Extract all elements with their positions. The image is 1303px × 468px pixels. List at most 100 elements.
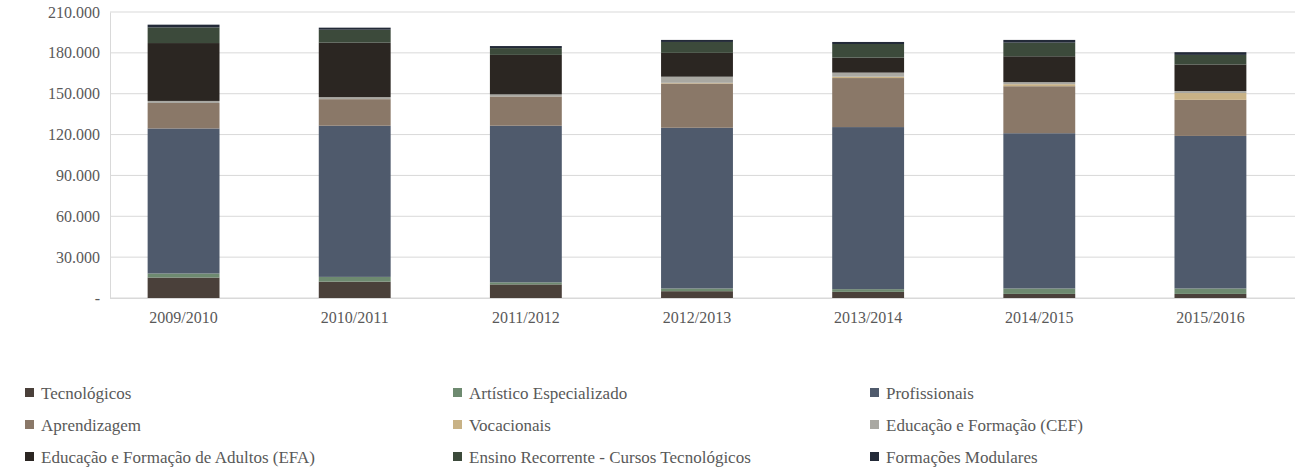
legend-item: Tecnológicos (25, 384, 131, 403)
x-axis: 2009/2010 2010/2011 2011/2012 2012/2013 2013… (110, 298, 1295, 326)
bar-segment (490, 126, 562, 283)
bar-segment (661, 42, 733, 53)
legend-swatch (453, 388, 462, 397)
legend-item: Vocacionais (453, 416, 551, 435)
bar-segment (832, 127, 904, 289)
bar-segment (832, 77, 904, 78)
bar-segment (1003, 133, 1075, 288)
bar-segment (661, 84, 733, 128)
bar-segment (832, 78, 904, 127)
legend-item: Profissionais (870, 384, 974, 403)
legend-item: Artístico Especializado (453, 384, 627, 403)
y-tick: 210.000 (48, 4, 110, 21)
bar-segment (1003, 288, 1075, 293)
legend-item: Ensino Recorrente - Cursos Tecnológicos (453, 448, 751, 467)
y-tick-label: 150.000 (48, 85, 100, 102)
legend-swatch (25, 388, 34, 397)
y-tick: 150.000 (48, 85, 110, 102)
bar-segment (319, 43, 391, 97)
bar-segment (1003, 82, 1075, 84)
bar-segment (1003, 43, 1075, 57)
legend-item: Formações Modulares (870, 448, 1038, 467)
bar-segment (148, 103, 220, 128)
legend-swatch (870, 388, 879, 397)
y-tick: 90.000 (56, 167, 110, 184)
bar-segment (1174, 64, 1246, 91)
bar-segment (148, 128, 220, 273)
y-tick-label: 210.000 (48, 4, 100, 21)
x-tick-label: 2012/2013 (663, 309, 731, 326)
bar-segment (1003, 56, 1075, 82)
bar-segment (1174, 93, 1246, 100)
legend-label: Formações Modulares (886, 448, 1038, 467)
legend-label: Vocacionais (469, 416, 551, 435)
bar-segment (1174, 91, 1246, 93)
x-tick: 2011/2012 (492, 298, 560, 326)
bar-segment (661, 128, 733, 289)
bar-segment (832, 289, 904, 292)
legend-item: Aprendizagem (25, 416, 141, 435)
legend-label: Educação e Formação de Adultos (EFA) (41, 448, 315, 467)
bar-segment (1174, 52, 1246, 55)
bar-segment (319, 97, 391, 99)
y-tick: 120.000 (48, 126, 110, 143)
y-axis: - 30.000 60.000 90.000 120.000 150.000 180.000… (48, 4, 111, 307)
legend-label: Aprendizagem (41, 416, 141, 435)
bar-segment (1003, 40, 1075, 43)
x-tick-label: 2011/2012 (492, 309, 560, 326)
legend-label: Tecnológicos (41, 384, 131, 403)
bar-segment (1003, 294, 1075, 298)
y-axis-line (110, 13, 111, 299)
x-tick-label: 2015/2016 (1176, 309, 1244, 326)
legend-item: Educação e Formação (CEF) (870, 416, 1083, 435)
y-tick-label: - (95, 290, 100, 307)
x-axis-line (110, 298, 1295, 299)
y-tick-label: 120.000 (48, 126, 100, 143)
y-tick: - (95, 290, 110, 307)
legend-swatch (453, 452, 462, 461)
y-tick: 180.000 (48, 44, 110, 61)
bar-segment (1174, 55, 1246, 65)
bar-segment (661, 40, 733, 42)
bar-segment (148, 278, 220, 298)
grid-line (110, 12, 1295, 13)
legend-swatch (870, 452, 879, 461)
bar-segment (490, 96, 562, 125)
bar-segment (832, 58, 904, 73)
bar-segment (148, 27, 220, 43)
bar-segment (148, 101, 220, 103)
y-tick-label: 60.000 (56, 208, 100, 225)
bar-segment (832, 292, 904, 298)
bar-segment (490, 282, 562, 284)
bar-segment (319, 99, 391, 126)
bar-segment (661, 77, 733, 83)
legend-label: Educação e Formação (CEF) (886, 416, 1083, 435)
bar-segment (319, 126, 391, 277)
x-tick-label: 2010/2011 (321, 309, 389, 326)
legend-label: Profissionais (886, 384, 974, 403)
bar-segment (1174, 136, 1246, 289)
grid (110, 12, 1295, 298)
bar-segment (1003, 84, 1075, 86)
bar-segment (490, 48, 562, 55)
bar-segment (832, 44, 904, 58)
bar-segment (661, 53, 733, 77)
x-tick-label: 2013/2014 (834, 309, 902, 326)
bar-segment (832, 73, 904, 77)
x-tick: 2010/2011 (321, 298, 389, 326)
legend-label: Ensino Recorrente - Cursos Tecnológicos (469, 448, 751, 467)
legend-swatch (870, 420, 879, 429)
bar-segment (1174, 288, 1246, 293)
bar-segment (1003, 86, 1075, 133)
bar-segment (319, 28, 391, 30)
x-tick: 2009/2010 (149, 298, 217, 326)
bar-segment (661, 288, 733, 291)
y-tick: 30.000 (56, 249, 110, 266)
legend-item: Educação e Formação de Adultos (EFA) (25, 448, 315, 467)
x-tick: 2012/2013 (663, 298, 731, 326)
legend-swatch (25, 420, 34, 429)
x-tick-label: 2014/2015 (1005, 309, 1073, 326)
bar-segment (148, 43, 220, 101)
bar-segment (490, 46, 562, 48)
x-tick: 2013/2014 (834, 298, 902, 326)
